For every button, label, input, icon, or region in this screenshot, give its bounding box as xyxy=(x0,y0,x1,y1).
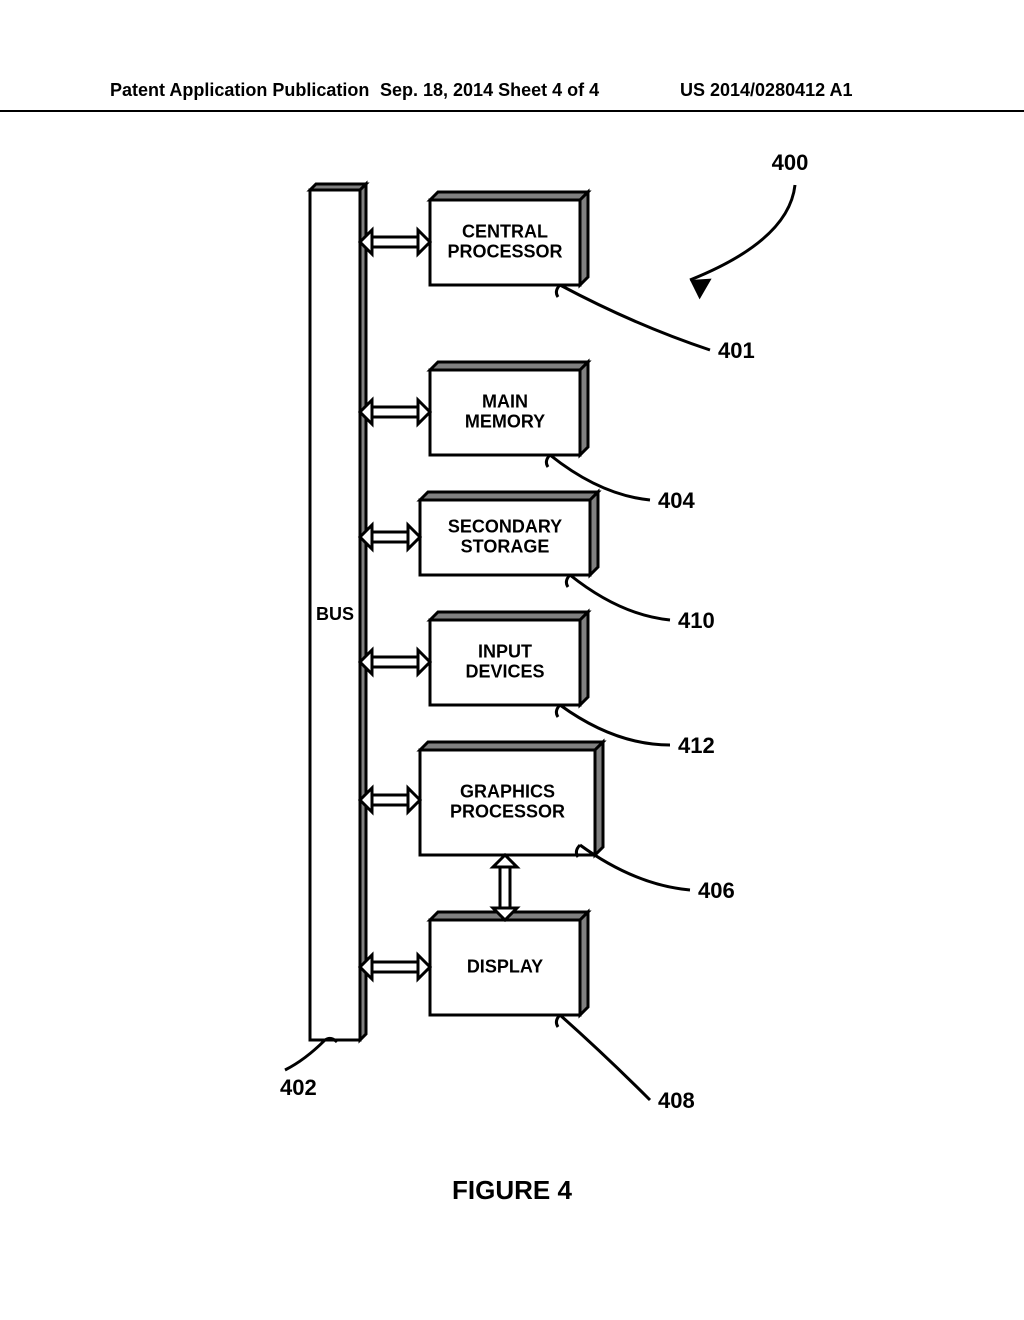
bus-label: BUS xyxy=(316,604,354,624)
secondary-storage-label-1: STORAGE xyxy=(461,536,550,556)
central-processor-label-1: PROCESSOR xyxy=(447,241,562,261)
figure-title: FIGURE 4 xyxy=(452,1175,572,1206)
ref-400: 400 xyxy=(772,150,809,175)
main-memory-label-1: MEMORY xyxy=(465,411,545,431)
graphics-processor-label-1: PROCESSOR xyxy=(450,801,565,821)
page: Patent Application Publication Sep. 18, … xyxy=(0,0,1024,1320)
ref-408: 408 xyxy=(658,1088,695,1113)
graphics-processor-label-0: GRAPHICS xyxy=(460,781,555,801)
input-devices-label-0: INPUT xyxy=(478,641,532,661)
central-processor-label-0: CENTRAL xyxy=(462,221,548,241)
ref-404: 404 xyxy=(658,488,695,513)
page-header: Patent Application Publication Sep. 18, … xyxy=(0,80,1024,112)
display-label-0: DISPLAY xyxy=(467,956,543,976)
ref-410: 410 xyxy=(678,608,715,633)
figure-diagram: BUS402CENTRALPROCESSOR401MAINMEMORY404SE… xyxy=(270,150,830,1135)
input-devices-label-1: DEVICES xyxy=(465,661,544,681)
ref-412: 412 xyxy=(678,733,715,758)
header-left: Patent Application Publication xyxy=(110,80,369,101)
header-center: Sep. 18, 2014 Sheet 4 of 4 xyxy=(380,80,599,101)
header-right: US 2014/0280412 A1 xyxy=(680,80,852,101)
secondary-storage-label-0: SECONDARY xyxy=(448,516,562,536)
ref-406: 406 xyxy=(698,878,735,903)
main-memory-label-0: MAIN xyxy=(482,391,528,411)
ref-401: 401 xyxy=(718,338,755,363)
ref-402: 402 xyxy=(280,1075,317,1100)
